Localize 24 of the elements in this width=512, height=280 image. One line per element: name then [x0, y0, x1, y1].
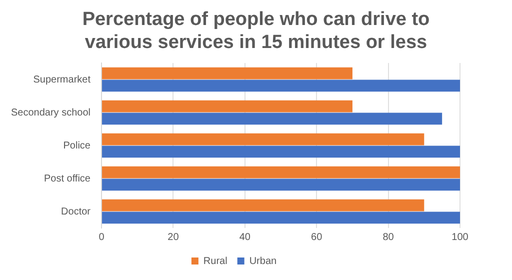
x-tick-label: 0: [98, 232, 105, 243]
y-tick-label: Supermarket: [33, 74, 91, 86]
y-tick-label: Secondary school: [10, 107, 90, 118]
bar: [102, 67, 352, 80]
bar: [102, 212, 460, 224]
x-tick-label: 40: [239, 232, 251, 243]
legend-label: Rural: [203, 256, 228, 267]
chart-title: Percentage of people who can drive to various services in 15 minutes or less: [81, 8, 431, 54]
bar: [102, 199, 424, 212]
bar: [102, 133, 424, 146]
bar: [102, 112, 442, 125]
bar: [102, 146, 460, 158]
x-tick-label: 100: [452, 232, 469, 243]
bar: [102, 166, 460, 178]
y-tick-label: Post office: [44, 173, 91, 184]
x-tick-label: 20: [168, 232, 180, 243]
x-tick-label: 80: [382, 232, 394, 243]
y-tick-label: Police: [63, 140, 91, 152]
bar: [102, 178, 460, 191]
legend-label: Urban: [249, 256, 277, 267]
bar: [102, 80, 460, 92]
y-tick-label: Doctor: [61, 206, 92, 218]
x-tick-label: 60: [311, 232, 323, 243]
bar: [102, 100, 352, 112]
